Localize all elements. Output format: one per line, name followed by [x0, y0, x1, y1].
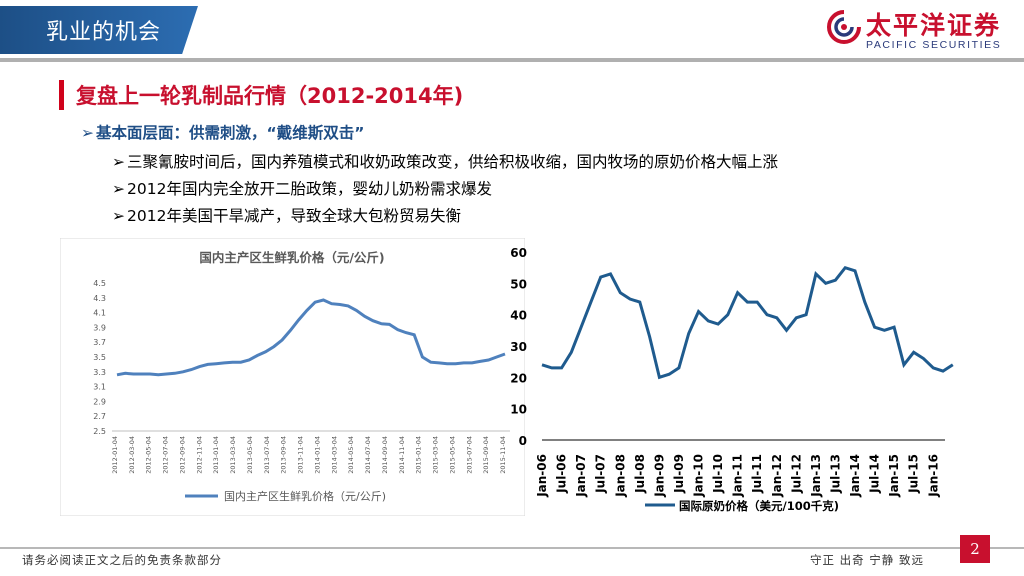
- page-number: 2: [960, 535, 990, 563]
- x-tick-label: Jan-06: [535, 454, 549, 498]
- y-tick-label: 2.7: [93, 412, 106, 421]
- x-tick-label: 2014-09-04: [381, 436, 389, 474]
- y-tick-label: 4.1: [93, 309, 106, 318]
- bullet-sub-text: 三聚氰胺时间后，国内养殖模式和收奶政策改变，供给积极收缩，国内牧场的原奶价格大幅…: [127, 153, 779, 171]
- x-tick-label: 2013-05-04: [246, 436, 254, 474]
- x-tick-label: 2014-03-04: [330, 436, 338, 474]
- y-tick-label: 60: [510, 246, 527, 260]
- x-tick-label: Jul-14: [868, 454, 882, 494]
- y-tick-label: 50: [510, 277, 527, 291]
- logo-icon: [827, 10, 861, 44]
- y-tick-label: 3.9: [93, 323, 106, 332]
- x-tick-label: 2015-09-04: [482, 436, 490, 474]
- y-tick-label: 30: [510, 340, 527, 354]
- top-header: 乳业的机会 太平洋证券 PACIFIC SECURITIES: [0, 0, 1024, 58]
- x-tick-label: Jul-07: [594, 454, 608, 494]
- y-tick-label: 2.9: [93, 397, 106, 406]
- x-tick-label: 2012-09-04: [178, 436, 186, 474]
- x-tick-label: 2014-05-04: [347, 436, 355, 474]
- x-tick-label: Jul-06: [555, 454, 569, 494]
- series-line-domestic: [116, 298, 506, 377]
- x-tick-label: Jul-10: [711, 454, 725, 494]
- x-tick-label: 2014-01-04: [313, 436, 321, 474]
- section-title: 乳业的机会: [46, 20, 162, 45]
- x-tick-label: 2015-11-04: [499, 436, 507, 474]
- y-tick-label: 10: [510, 403, 527, 417]
- arrow-bullet-icon: ➢: [81, 124, 94, 142]
- logo-text-en: PACIFIC SECURITIES: [866, 39, 1002, 51]
- bullet-main-text: 基本面层面：供需刺激，“戴维斯双击”: [96, 124, 365, 142]
- x-tick-label: Jul-11: [750, 454, 764, 494]
- bullet-main: ➢ 基本面层面：供需刺激，“戴维斯双击”: [81, 121, 364, 143]
- footer-motto: 守正 出奇 宁静 致远: [810, 553, 924, 567]
- logo-text-cn: 太平洋证券: [866, 11, 1002, 40]
- footer-disclaimer: 请务必阅读正文之后的免责条款部分: [22, 553, 222, 567]
- arrow-bullet-icon: ➢: [112, 180, 125, 198]
- x-tick-label: 2012-11-04: [195, 436, 203, 474]
- y-tick-label: 4.5: [93, 279, 106, 288]
- x-tick-label: 2013-09-04: [280, 436, 288, 474]
- bullet-sub-text: 2012年美国干旱减产，导致全球大包粉贸易失衡: [127, 207, 461, 225]
- x-tick-label: 2012-05-04: [145, 436, 153, 474]
- page-title: 复盘上一轮乳制品行情（2012-2014年): [76, 84, 464, 108]
- x-tick-label: 2015-07-04: [465, 436, 473, 474]
- x-tick-label: Jan-16: [926, 454, 940, 498]
- x-tick-label: Jan-07: [574, 454, 588, 498]
- x-tick-label: 2015-03-04: [432, 436, 440, 474]
- x-tick-label: 2012-03-04: [128, 436, 136, 474]
- x-tick-label: 2015-01-04: [415, 436, 423, 474]
- chart-title: 国内主产区生鲜乳价格（元/公斤): [199, 250, 384, 265]
- footer-divider: [0, 547, 1024, 549]
- x-tick-label: 2013-01-04: [212, 436, 220, 474]
- arrow-bullet-icon: ➢: [112, 153, 125, 171]
- series-line-international: [541, 265, 954, 380]
- x-tick-label: Jul-08: [633, 454, 647, 494]
- x-tick-label: 2015-05-04: [448, 436, 456, 474]
- y-tick-label: 2.5: [93, 427, 106, 436]
- arrow-bullet-icon: ➢: [112, 207, 125, 225]
- y-tick-label: 3.7: [93, 338, 106, 347]
- y-tick-label: 0: [519, 434, 527, 448]
- title-accent-bar: [59, 80, 64, 110]
- x-tick-label: 2013-07-04: [263, 436, 271, 474]
- section-tab: [0, 6, 198, 54]
- x-tick-label: Jan-13: [809, 454, 823, 498]
- chart-domestic-milk-price: 国内主产区生鲜乳价格（元/公斤) 2.5 2.7 2.9 3.1 3.3 3.5 3.7 3.…: [60, 238, 525, 516]
- x-tick-label: Jan-08: [613, 454, 627, 498]
- bullet-sub-1: ➢ 三聚氰胺时间后，国内养殖模式和收奶政策改变，供给积极收缩，国内牧场的原奶价格大…: [112, 150, 778, 172]
- x-tick-label: Jan-10: [692, 454, 706, 498]
- x-tick-label: 2012-07-04: [162, 436, 170, 474]
- header-divider: [0, 58, 1024, 62]
- y-tick-label: 3.5: [93, 353, 106, 362]
- chart-international-milk-price: 0 10 20 30 40 50 60 Jan-06 Jul-06 Jan-07 Jul-07 Ja…: [510, 246, 954, 513]
- bullet-sub-3: ➢ 2012年美国干旱减产，导致全球大包粉贸易失衡: [112, 204, 461, 226]
- x-tick-label: Jan-14: [848, 454, 862, 498]
- bullet-sub-text: 2012年国内完全放开二胎政策，婴幼儿奶粉需求爆发: [127, 180, 492, 198]
- x-tick-label: Jul-09: [672, 454, 686, 494]
- bullet-sub-2: ➢ 2012年国内完全放开二胎政策，婴幼儿奶粉需求爆发: [112, 177, 492, 199]
- legend-label: 国际原奶价格（美元/100千克): [679, 499, 839, 513]
- y-tick-label: 4.3: [93, 294, 106, 303]
- x-tick-label: 2012-01-04: [111, 436, 119, 474]
- x-tick-label: Jan-09: [652, 454, 666, 498]
- y-tick-label: 40: [510, 309, 527, 323]
- legend-label: 国内主产区生鲜乳价格（元/公斤): [224, 489, 386, 503]
- x-tick-label: Jan-11: [731, 454, 745, 498]
- x-tick-label: Jul-12: [789, 454, 803, 494]
- x-tick-label: Jul-13: [828, 454, 842, 494]
- x-tick-label: Jul-15: [907, 454, 921, 494]
- x-tick-label: Jan-12: [770, 454, 784, 498]
- x-tick-label: 2013-11-04: [297, 436, 305, 474]
- y-tick-label: 20: [510, 371, 527, 385]
- x-tick-label: 2014-07-04: [364, 436, 372, 474]
- y-tick-label: 3.3: [93, 368, 106, 377]
- x-tick-label: 2014-11-04: [398, 436, 406, 474]
- y-tick-label: 3.1: [93, 383, 106, 392]
- x-tick-label: Jan-15: [887, 454, 901, 498]
- x-tick-label: 2013-03-04: [229, 436, 237, 474]
